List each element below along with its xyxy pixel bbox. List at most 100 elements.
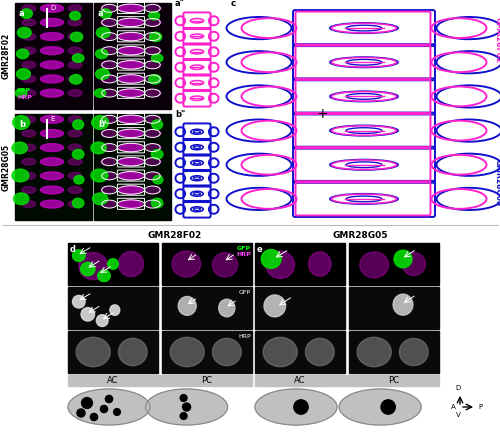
Ellipse shape — [40, 172, 64, 180]
Text: d: d — [70, 245, 76, 254]
Ellipse shape — [147, 75, 161, 82]
Ellipse shape — [68, 116, 82, 123]
Ellipse shape — [101, 116, 115, 123]
Bar — [255, 375, 439, 386]
Text: c: c — [231, 0, 236, 8]
Ellipse shape — [120, 172, 142, 180]
Ellipse shape — [120, 75, 142, 83]
Ellipse shape — [101, 144, 115, 151]
Bar — [68, 331, 158, 373]
Ellipse shape — [12, 116, 29, 129]
Ellipse shape — [79, 252, 108, 280]
Bar — [255, 331, 345, 373]
Ellipse shape — [178, 296, 196, 315]
Ellipse shape — [147, 201, 161, 208]
Ellipse shape — [21, 9, 32, 19]
Ellipse shape — [218, 299, 235, 317]
Ellipse shape — [147, 90, 161, 97]
Ellipse shape — [120, 33, 142, 41]
Circle shape — [77, 409, 85, 417]
Circle shape — [106, 396, 112, 403]
Bar — [255, 287, 345, 329]
Ellipse shape — [68, 75, 82, 82]
Ellipse shape — [120, 200, 142, 208]
Ellipse shape — [68, 187, 82, 194]
Ellipse shape — [68, 144, 82, 151]
Ellipse shape — [339, 389, 421, 425]
Ellipse shape — [147, 144, 161, 151]
Text: GMR28G05: GMR28G05 — [494, 159, 500, 206]
Ellipse shape — [118, 338, 147, 366]
Ellipse shape — [148, 75, 161, 84]
Ellipse shape — [152, 54, 163, 62]
Ellipse shape — [153, 176, 163, 184]
Ellipse shape — [40, 19, 64, 26]
Ellipse shape — [91, 169, 108, 182]
Circle shape — [180, 413, 187, 419]
Ellipse shape — [40, 158, 64, 166]
Bar — [68, 375, 252, 386]
Text: a: a — [19, 9, 24, 19]
Ellipse shape — [94, 89, 106, 97]
Ellipse shape — [68, 158, 82, 165]
Ellipse shape — [120, 89, 142, 97]
Ellipse shape — [68, 201, 82, 208]
Ellipse shape — [101, 19, 115, 26]
Ellipse shape — [22, 19, 36, 26]
Ellipse shape — [120, 116, 142, 123]
Ellipse shape — [96, 69, 110, 79]
Text: V: V — [456, 412, 460, 418]
Text: e: e — [257, 245, 263, 254]
Ellipse shape — [101, 47, 115, 54]
Text: HRP: HRP — [17, 95, 32, 101]
Ellipse shape — [40, 200, 64, 208]
Ellipse shape — [150, 32, 162, 42]
Ellipse shape — [22, 172, 36, 179]
Ellipse shape — [81, 307, 94, 321]
Text: D: D — [50, 5, 56, 11]
Ellipse shape — [70, 11, 80, 20]
Text: a": a" — [175, 0, 185, 8]
Ellipse shape — [120, 144, 142, 152]
Ellipse shape — [108, 259, 118, 269]
Ellipse shape — [68, 389, 150, 425]
Ellipse shape — [212, 253, 238, 277]
Ellipse shape — [16, 69, 30, 79]
Ellipse shape — [110, 305, 120, 315]
Ellipse shape — [12, 169, 29, 182]
Ellipse shape — [22, 90, 36, 97]
Ellipse shape — [146, 389, 228, 425]
Bar — [349, 287, 439, 329]
Ellipse shape — [120, 19, 142, 26]
Ellipse shape — [402, 252, 425, 276]
Ellipse shape — [72, 250, 85, 262]
Ellipse shape — [306, 338, 334, 366]
Ellipse shape — [120, 186, 142, 194]
Ellipse shape — [152, 198, 163, 208]
Ellipse shape — [40, 144, 64, 152]
Bar — [162, 287, 252, 329]
Ellipse shape — [360, 252, 388, 278]
Circle shape — [182, 403, 190, 411]
Ellipse shape — [12, 142, 28, 154]
Ellipse shape — [40, 186, 64, 194]
Ellipse shape — [101, 61, 115, 68]
Ellipse shape — [72, 198, 84, 208]
Ellipse shape — [80, 262, 95, 276]
Text: HRP: HRP — [236, 252, 251, 257]
Bar — [162, 331, 252, 373]
Ellipse shape — [68, 19, 82, 26]
Circle shape — [82, 398, 92, 408]
Text: AC: AC — [294, 376, 306, 385]
Ellipse shape — [147, 61, 161, 68]
Bar — [68, 287, 158, 329]
Text: b: b — [19, 120, 25, 129]
Bar — [94, 3, 171, 109]
Ellipse shape — [101, 75, 115, 82]
Text: PC: PC — [388, 376, 400, 385]
Ellipse shape — [96, 315, 108, 326]
Ellipse shape — [22, 33, 36, 40]
Ellipse shape — [147, 116, 161, 123]
Ellipse shape — [72, 295, 85, 308]
Ellipse shape — [22, 158, 36, 165]
